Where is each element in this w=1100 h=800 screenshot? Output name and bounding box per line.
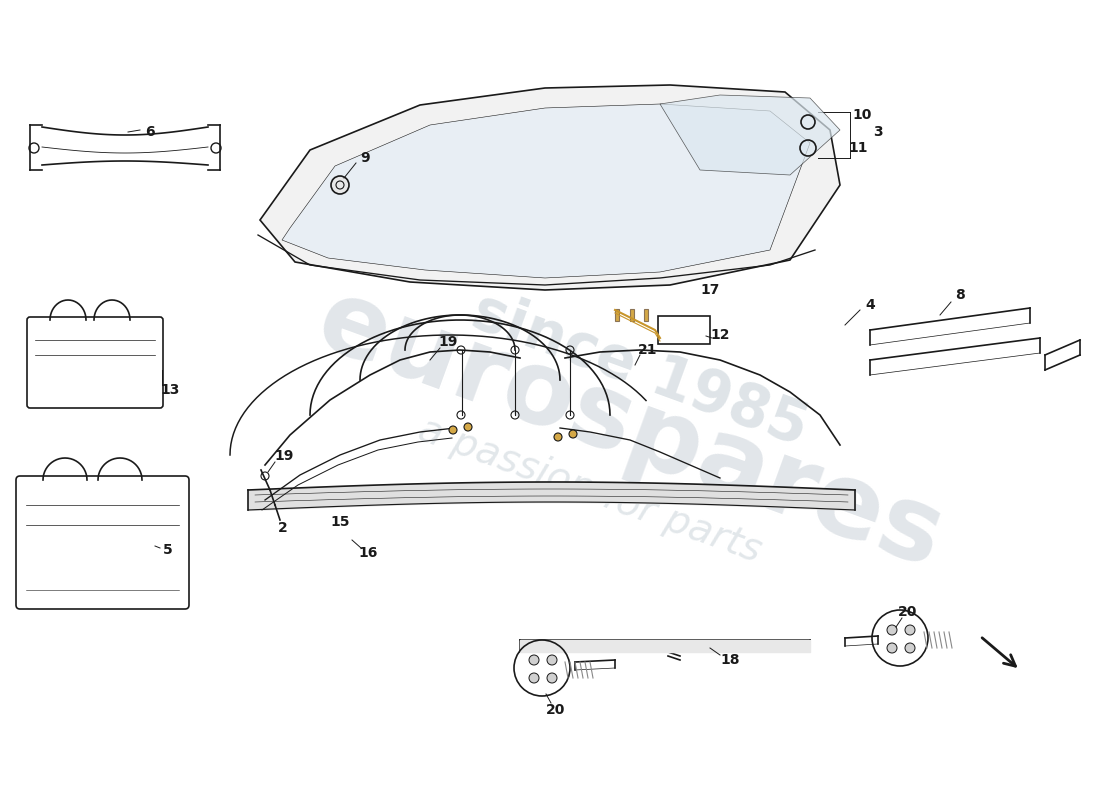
Text: 9: 9 xyxy=(360,151,370,165)
Polygon shape xyxy=(660,95,840,175)
Text: 11: 11 xyxy=(848,141,868,155)
Polygon shape xyxy=(260,85,840,290)
Circle shape xyxy=(905,625,915,635)
Text: 2: 2 xyxy=(278,521,288,535)
Text: 12: 12 xyxy=(711,328,729,342)
Text: 20: 20 xyxy=(899,605,917,619)
Text: 20: 20 xyxy=(547,703,565,717)
Text: 3: 3 xyxy=(873,125,883,139)
Circle shape xyxy=(887,643,896,653)
Circle shape xyxy=(529,673,539,683)
Circle shape xyxy=(331,176,349,194)
Text: 8: 8 xyxy=(955,288,965,302)
Circle shape xyxy=(529,655,539,665)
Text: 10: 10 xyxy=(852,108,871,122)
Bar xyxy=(658,316,710,344)
Circle shape xyxy=(554,433,562,441)
Text: 17: 17 xyxy=(701,283,719,297)
Bar xyxy=(615,309,619,321)
Circle shape xyxy=(547,655,557,665)
Text: 19: 19 xyxy=(438,335,458,349)
Bar xyxy=(630,309,634,321)
Text: 6: 6 xyxy=(145,125,155,139)
Text: 13: 13 xyxy=(161,383,179,397)
Circle shape xyxy=(905,643,915,653)
Circle shape xyxy=(569,430,578,438)
Text: 21: 21 xyxy=(638,343,658,357)
Circle shape xyxy=(449,426,456,434)
Text: 5: 5 xyxy=(163,543,173,557)
Circle shape xyxy=(887,625,896,635)
Bar xyxy=(644,309,648,321)
Polygon shape xyxy=(282,104,810,278)
Text: 19: 19 xyxy=(274,449,294,463)
Circle shape xyxy=(464,423,472,431)
Text: 16: 16 xyxy=(359,546,377,560)
Text: 15: 15 xyxy=(330,515,350,529)
Circle shape xyxy=(547,673,557,683)
Text: 4: 4 xyxy=(865,298,874,312)
Text: a passion for parts: a passion for parts xyxy=(414,410,767,570)
Text: 18: 18 xyxy=(720,653,739,667)
FancyBboxPatch shape xyxy=(28,317,163,408)
Text: since 1985: since 1985 xyxy=(464,282,816,458)
FancyBboxPatch shape xyxy=(16,476,189,609)
Text: eurospares: eurospares xyxy=(304,270,957,590)
